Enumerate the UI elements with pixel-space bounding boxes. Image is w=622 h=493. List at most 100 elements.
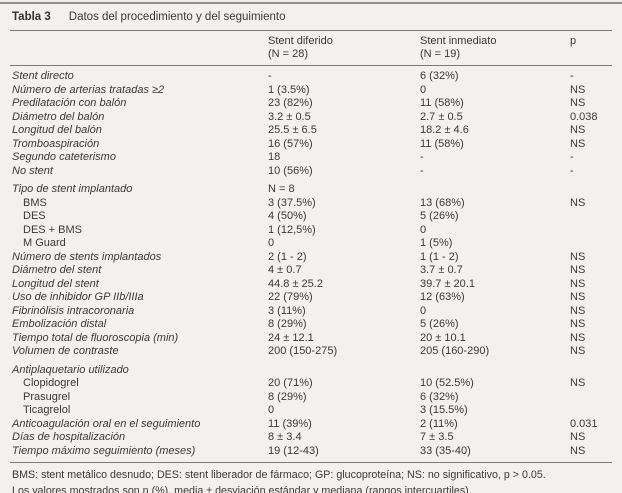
cell-p: NS bbox=[570, 250, 586, 263]
cell-diferido: 44.8 ± 25.2 bbox=[268, 277, 323, 290]
row-label: Segundo cateterismo bbox=[12, 151, 116, 163]
cell-diferido: - bbox=[268, 70, 272, 82]
cell-diferido: 4 ± 0.7 bbox=[268, 264, 302, 276]
cell-inmediato: 3.7 ± 0.7 bbox=[420, 264, 463, 276]
cell-diferido: 24 ± 12.1 bbox=[268, 331, 314, 344]
table-row: Longitud del stent 44.8 ± 25.2 39.7 ± 20.1… bbox=[12, 278, 610, 292]
table-row: Diámetro del stent 4 ± 0.7 3.7 ± 0.7 NS bbox=[12, 264, 610, 278]
cell-inmediato: 1 (1 - 2) bbox=[420, 250, 459, 263]
cell-p: - bbox=[570, 70, 574, 82]
cell-diferido: 8 (29%) bbox=[268, 390, 307, 403]
row-label: Tipo de stent implantado bbox=[12, 183, 133, 195]
table-title: Datos del procedimiento y del seguimient… bbox=[68, 11, 286, 23]
row-label: DES + BMS bbox=[23, 223, 82, 236]
cell-diferido: 8 (29%) bbox=[268, 318, 307, 330]
row-label: Volumen de contraste bbox=[12, 345, 119, 357]
table-row: Número de arterias tratadas ≥2 1 (3.5%) 0 N… bbox=[12, 84, 610, 98]
cell-diferido: 25.5 ± 6.5 bbox=[268, 124, 317, 136]
cell-p bbox=[570, 237, 610, 251]
table-row: Tiempo máximo seguimiento (meses) 19 (12-… bbox=[12, 445, 610, 459]
cell-inmediato: 33 (35-40) bbox=[420, 444, 471, 457]
cell-inmediato: 10 (52.5%) bbox=[420, 377, 474, 389]
cell-p: - bbox=[570, 151, 574, 163]
cell-diferido: 0 bbox=[268, 237, 275, 249]
row-label: BMS bbox=[23, 196, 47, 209]
cell-diferido: 23 (82%) bbox=[268, 97, 313, 109]
table-row: Fibrinólisis intracoronaria 3 (11%) 0 NS bbox=[12, 305, 610, 319]
cell-p: NS bbox=[570, 431, 586, 443]
row-label: Longitud del stent bbox=[12, 277, 99, 290]
row-label: Clopidogrel bbox=[23, 377, 79, 389]
cell-inmediato: 6 (32%) bbox=[420, 70, 459, 82]
cell-p: NS bbox=[570, 137, 586, 150]
cell-p: NS bbox=[570, 97, 586, 109]
table-row: Tiempo total de fluoroscopia (min) 24 ± 1… bbox=[12, 332, 610, 346]
cell-inmediato: 6 (32%) bbox=[420, 390, 459, 403]
cell-diferido: 22 (79%) bbox=[268, 291, 313, 303]
cell-p: NS bbox=[570, 331, 586, 344]
table-row: Ticagrelol 0 3 (15.5%) bbox=[12, 404, 610, 418]
cell-diferido: 19 (12-43) bbox=[268, 444, 319, 457]
row-label: M Guard bbox=[23, 237, 66, 249]
cell-diferido bbox=[268, 364, 420, 378]
cell-diferido: 1 (12,5%) bbox=[268, 223, 316, 236]
cell-p bbox=[570, 391, 610, 405]
table-row: Días de hospitalización 8 ± 3.4 7 ± 3.5 NS bbox=[12, 431, 610, 445]
cell-p: NS bbox=[570, 345, 586, 357]
row-label: DES bbox=[23, 210, 46, 222]
header-stent-diferido-line1: Stent diferido bbox=[268, 35, 333, 47]
cell-inmediato bbox=[420, 364, 570, 378]
row-label: Prasugrel bbox=[23, 390, 71, 403]
cell-inmediato: 0 bbox=[420, 83, 427, 96]
cell-inmediato: 11 (58%) bbox=[420, 137, 464, 150]
header-stent-inmediato: Stent inmediato (N = 19) bbox=[420, 35, 570, 61]
cell-diferido: 200 (150-275) bbox=[268, 345, 338, 357]
cell-inmediato: 5 (26%) bbox=[420, 318, 459, 330]
cell-p bbox=[570, 224, 610, 238]
cell-inmediato: 5 (26%) bbox=[420, 210, 459, 222]
cell-p: 0.031 bbox=[570, 417, 598, 430]
cell-inmediato: 18.2 ± 4.6 bbox=[420, 124, 469, 136]
cell-inmediato: 0 bbox=[420, 304, 427, 317]
cell-diferido: 2 (1 - 2) bbox=[268, 250, 307, 263]
cell-p: - bbox=[570, 164, 574, 177]
table-number: Tabla 3 bbox=[12, 11, 51, 23]
table-row: Longitud del balón 25.5 ± 6.5 18.2 ± 4.6 NS bbox=[12, 124, 610, 138]
footnote-values-note: Los valores mostrados son n (%), media ±… bbox=[12, 484, 472, 493]
cell-inmediato: 2 (11%) bbox=[420, 417, 458, 430]
cell-inmediato: 1 (5%) bbox=[420, 237, 453, 249]
table-row-group-header: Tipo de stent implantado N = 8 bbox=[12, 183, 610, 197]
row-label: Longitud del balón bbox=[12, 124, 102, 136]
table-row: No stent 10 (56%) - - bbox=[12, 165, 610, 179]
cell-p bbox=[570, 364, 610, 378]
cell-p: NS bbox=[570, 264, 586, 276]
header-divider bbox=[10, 65, 612, 66]
cell-inmediato: 11 (58%) bbox=[420, 97, 464, 109]
cell-p bbox=[570, 210, 610, 224]
cell-diferido: 20 (71%) bbox=[268, 377, 313, 389]
table-body: Stent directo - 6 (32%) - Número de arteria… bbox=[0, 66, 622, 462]
cell-p: NS bbox=[570, 377, 586, 389]
table-row: Uso de inhibidor GP IIb/IIIa 22 (79%) 12 (… bbox=[12, 291, 610, 305]
row-label: No stent bbox=[12, 164, 53, 177]
cell-inmediato: 13 (68%) bbox=[420, 196, 465, 209]
cell-p: NS bbox=[570, 318, 586, 330]
cell-inmediato: 39.7 ± 20.1 bbox=[420, 277, 475, 290]
table-row: Volumen de contraste 200 (150-275) 205 (16… bbox=[12, 345, 610, 359]
row-label: Anticoagulación oral en el seguimiento bbox=[12, 417, 201, 430]
header-p-value: p bbox=[570, 35, 577, 47]
row-label: Predilatación con balón bbox=[12, 97, 127, 109]
cell-p: NS bbox=[570, 277, 586, 290]
cell-p: NS bbox=[570, 83, 586, 96]
row-label: Tromboaspiración bbox=[12, 137, 100, 150]
cell-p: NS bbox=[570, 291, 586, 303]
table-row: DES + BMS 1 (12,5%) 0 bbox=[12, 224, 610, 238]
table-row: Clopidogrel 20 (71%) 10 (52.5%) NS bbox=[12, 377, 610, 391]
cell-diferido: 16 (57%) bbox=[268, 137, 313, 150]
header-stent-inmediato-line1: Stent inmediato bbox=[420, 35, 497, 47]
cell-inmediato: - bbox=[420, 164, 424, 177]
header-stent-inmediato-line2: (N = 19) bbox=[420, 48, 461, 60]
cell-inmediato: 7 ± 3.5 bbox=[420, 431, 454, 443]
table-row: Número de stents implantados 2 (1 - 2) 1 (… bbox=[12, 251, 610, 265]
cell-p: NS bbox=[570, 196, 586, 209]
